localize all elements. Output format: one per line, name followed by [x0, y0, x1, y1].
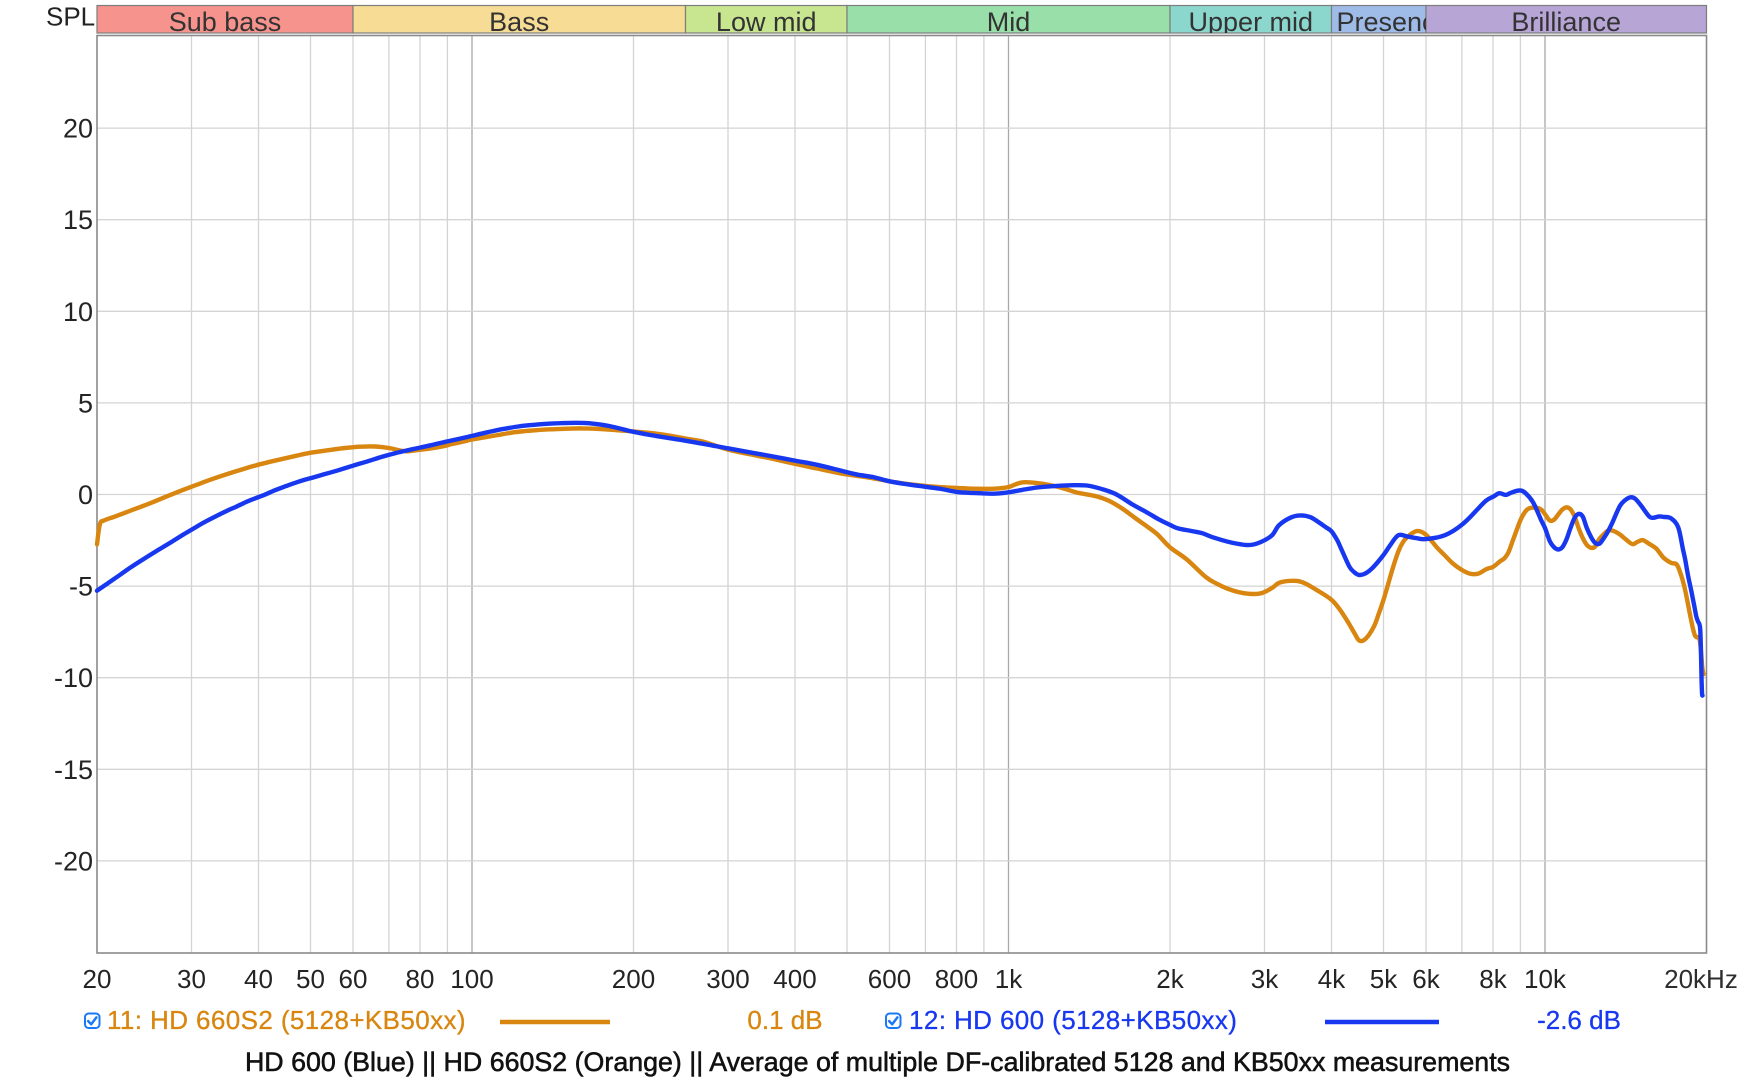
svg-text:0.1 dB: 0.1 dB — [747, 1005, 822, 1035]
svg-text:-2.6 dB: -2.6 dB — [1537, 1005, 1621, 1035]
svg-text:60: 60 — [339, 964, 368, 994]
svg-text:0: 0 — [78, 480, 93, 510]
svg-text:Upper mid: Upper mid — [1189, 7, 1314, 37]
svg-text:100: 100 — [450, 964, 493, 994]
svg-text:20: 20 — [83, 964, 112, 994]
svg-text:-15: -15 — [54, 755, 93, 785]
svg-text:11: HD 660S2 (5128+KB50xx): 11: HD 660S2 (5128+KB50xx) — [107, 1005, 466, 1035]
svg-text:-5: -5 — [69, 572, 93, 602]
svg-text:3k: 3k — [1251, 964, 1279, 994]
svg-text:-20: -20 — [54, 846, 93, 876]
svg-text:8k: 8k — [1479, 964, 1507, 994]
svg-text:Brilliance: Brilliance — [1511, 7, 1621, 37]
svg-text:80: 80 — [406, 964, 435, 994]
svg-text:30: 30 — [177, 964, 206, 994]
svg-text:10k: 10k — [1524, 964, 1567, 994]
svg-text:50: 50 — [296, 964, 325, 994]
svg-text:5k: 5k — [1370, 964, 1398, 994]
svg-text:2k: 2k — [1156, 964, 1184, 994]
svg-text:-10: -10 — [54, 663, 93, 693]
svg-text:300: 300 — [706, 964, 749, 994]
svg-text:6k: 6k — [1412, 964, 1440, 994]
svg-text:12: HD 600 (5128+KB50xx): 12: HD 600 (5128+KB50xx) — [909, 1005, 1237, 1035]
svg-text:SPL: SPL — [46, 2, 95, 32]
svg-text:40: 40 — [244, 964, 273, 994]
svg-text:20kHz: 20kHz — [1664, 964, 1738, 994]
svg-text:600: 600 — [868, 964, 911, 994]
svg-text:400: 400 — [773, 964, 816, 994]
svg-text:1k: 1k — [995, 964, 1023, 994]
svg-text:Low mid: Low mid — [716, 7, 817, 37]
svg-text:Bass: Bass — [489, 7, 549, 37]
svg-text:5: 5 — [78, 388, 93, 418]
svg-text:15: 15 — [63, 205, 93, 235]
svg-text:Sub bass: Sub bass — [169, 7, 282, 37]
svg-text:Mid: Mid — [987, 7, 1031, 37]
svg-text:10: 10 — [63, 297, 93, 327]
svg-text:800: 800 — [935, 964, 978, 994]
svg-text:4k: 4k — [1318, 964, 1346, 994]
svg-text:200: 200 — [612, 964, 655, 994]
svg-text:20: 20 — [63, 114, 93, 144]
svg-text:HD 600 (Blue) || HD 660S2 (Ora: HD 600 (Blue) || HD 660S2 (Orange) || Av… — [245, 1047, 1510, 1077]
svg-text:Presence: Presence — [1337, 7, 1451, 37]
